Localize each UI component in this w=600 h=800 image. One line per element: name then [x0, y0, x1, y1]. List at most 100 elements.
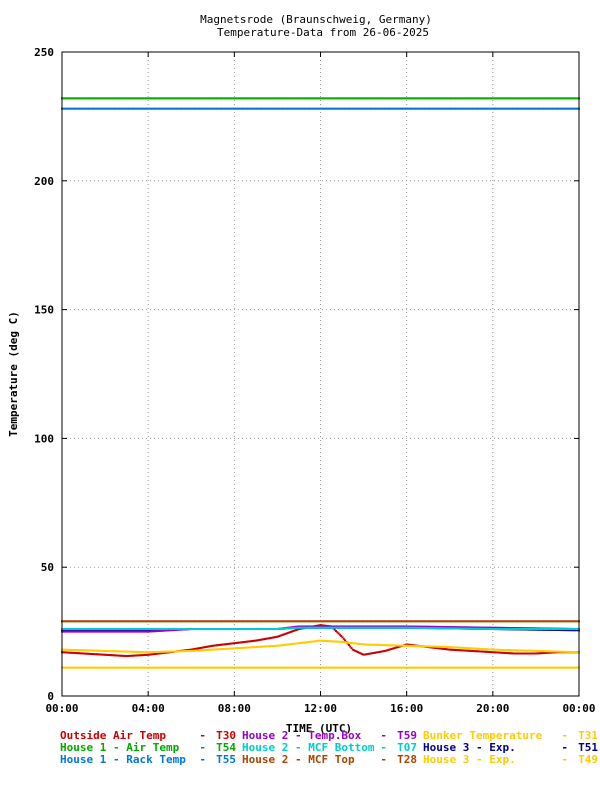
data-point: [522, 649, 525, 652]
data-point: [63, 107, 66, 110]
data-point: [377, 626, 380, 629]
data-point: [464, 626, 467, 629]
data-point: [214, 107, 217, 110]
data-point: [558, 620, 561, 623]
data-point: [527, 97, 530, 100]
data-point: [221, 107, 224, 110]
data-point: [71, 97, 74, 100]
data-point: [174, 628, 177, 631]
data-point: [198, 647, 200, 650]
data-point: [513, 97, 516, 100]
data-point: [505, 626, 508, 629]
data-point: [350, 647, 353, 650]
data-point: [269, 620, 272, 623]
data-point: [417, 107, 420, 110]
data-point: [166, 629, 169, 632]
data-point: [483, 107, 486, 110]
data-point: [85, 666, 88, 669]
data-point: [559, 628, 562, 631]
data-point: [512, 97, 515, 100]
data-point: [455, 107, 458, 110]
data-point: [145, 651, 148, 654]
data-point: [98, 620, 101, 623]
data-point: [400, 97, 403, 100]
data-point: [478, 650, 481, 653]
data-point: [364, 643, 367, 646]
data-point: [571, 97, 574, 100]
data-point: [473, 666, 476, 669]
data-point: [486, 666, 489, 669]
data-point: [360, 652, 363, 655]
data-point: [451, 666, 454, 669]
data-point: [93, 620, 96, 623]
data-point: [487, 666, 490, 669]
data-point: [453, 97, 456, 100]
data-point: [557, 666, 560, 669]
data-point: [481, 627, 484, 630]
data-point: [283, 97, 286, 100]
data-point: [464, 649, 467, 652]
data-point: [67, 628, 70, 631]
data-point: [284, 627, 287, 630]
data-point: [474, 647, 477, 650]
data-point: [364, 653, 367, 656]
data-point: [222, 643, 225, 646]
data-point: [336, 640, 339, 643]
data-point: [367, 620, 370, 623]
data-point: [165, 628, 168, 631]
data-point: [519, 666, 522, 669]
data-point: [163, 628, 166, 631]
data-point: [413, 626, 416, 629]
data-point: [434, 97, 437, 100]
data-point: [367, 625, 370, 628]
data-point: [253, 646, 256, 649]
data-point: [301, 625, 304, 628]
data-point: [80, 666, 83, 669]
data-point: [209, 620, 212, 623]
data-point: [209, 666, 212, 669]
data-point: [403, 666, 406, 669]
data-point: [192, 628, 195, 631]
data-point: [346, 107, 349, 110]
data-point: [345, 625, 348, 628]
data-point: [130, 630, 133, 633]
legend-dash: -: [199, 741, 206, 754]
data-point: [307, 641, 310, 644]
data-point: [266, 107, 269, 110]
data-point: [338, 666, 341, 669]
data-point: [399, 97, 402, 100]
data-point: [400, 620, 403, 623]
data-point: [190, 107, 193, 110]
data-point: [407, 97, 410, 100]
data-point: [151, 628, 154, 631]
data-point: [278, 635, 281, 638]
data-point: [399, 644, 402, 647]
data-point: [291, 107, 294, 110]
data-point: [79, 629, 82, 632]
data-point: [130, 629, 133, 632]
data-point: [72, 666, 75, 669]
data-point: [138, 628, 141, 631]
data-point: [116, 666, 119, 669]
data-point: [505, 666, 508, 669]
data-point: [75, 629, 78, 632]
data-point: [376, 651, 379, 654]
data-point: [253, 666, 256, 669]
data-point: [209, 648, 212, 651]
data-point: [137, 628, 140, 631]
data-point: [372, 652, 375, 655]
data-point: [552, 620, 555, 623]
data-point: [117, 628, 120, 631]
data-point: [385, 626, 388, 629]
data-point: [166, 97, 169, 100]
data-point: [81, 666, 84, 669]
data-point: [364, 626, 367, 629]
data-point: [244, 107, 247, 110]
data-point: [269, 628, 272, 631]
data-point: [111, 620, 114, 623]
data-point: [358, 107, 361, 110]
data-point: [344, 639, 347, 642]
data-point: [402, 666, 405, 669]
data-point: [552, 666, 555, 669]
data-point: [199, 628, 202, 631]
